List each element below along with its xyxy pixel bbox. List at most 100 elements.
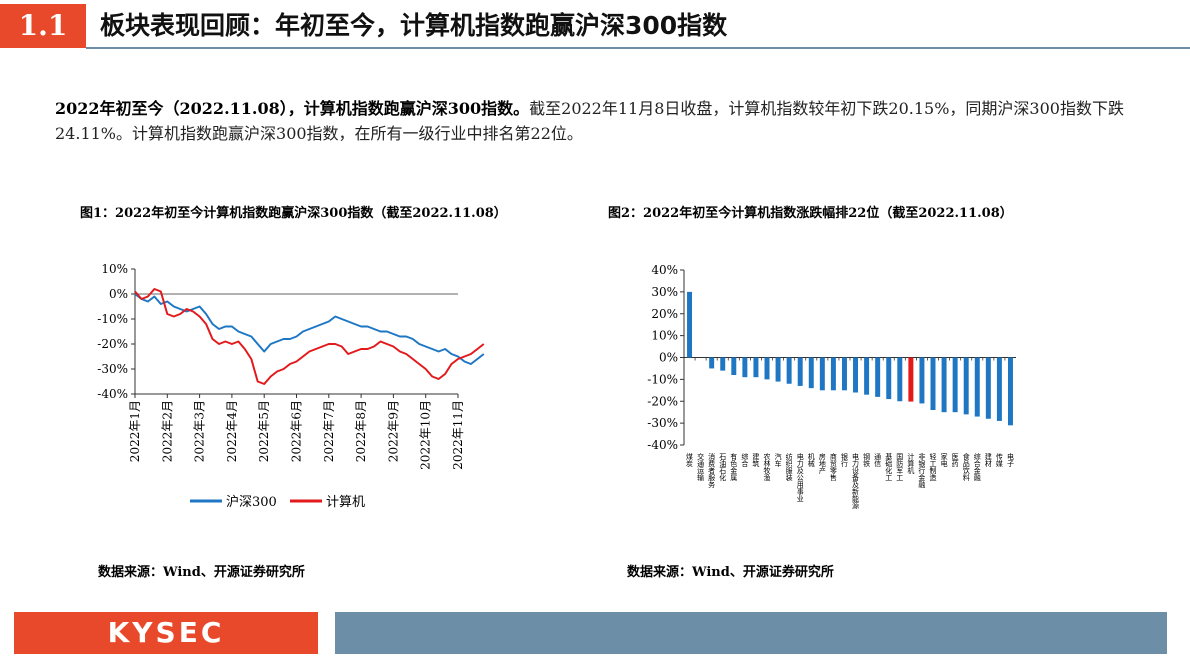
bar-综合金融	[974, 357, 980, 417]
bar-电力设备及新能源	[853, 357, 859, 393]
page-title: 板块表现回顾：年初至今，计算机指数跑赢沪深300指数	[100, 11, 728, 40]
y-tick-label: 0%	[659, 351, 678, 365]
bar-房地产	[819, 357, 825, 391]
category-label: 电力及公用事业	[796, 452, 804, 502]
category-label: 综合金融	[973, 452, 981, 482]
bar-钢铁	[864, 357, 870, 395]
x-tick-label: 2022年2月	[160, 400, 174, 462]
y-tick-label: -40%	[97, 387, 128, 401]
summary-paragraph: 2022年初至今（2022.11.08），计算机指数跑赢沪深300指数。截至20…	[55, 96, 1135, 146]
y-tick-label: -30%	[647, 416, 678, 430]
x-tick-label: 2022年6月	[290, 400, 304, 462]
bar-银行	[841, 357, 847, 391]
category-label: 消费者服务	[708, 452, 716, 489]
category-label: 传媒	[995, 452, 1003, 468]
category-label: 计算机	[907, 452, 915, 475]
legend-label: 沪深300	[226, 494, 277, 510]
y-tick-label: 10%	[651, 329, 678, 343]
line-chart: 10% 0% -10% -20% -30% -40%2022年1月 2022年2月 2022年…	[97, 262, 485, 510]
bar-电力及公用事业	[797, 357, 803, 386]
bar-通信	[875, 357, 881, 397]
legend-label: 计算机	[326, 495, 365, 510]
bar-计算机	[908, 357, 914, 402]
category-label: 综合	[741, 452, 749, 468]
category-label: 石油石化	[719, 453, 727, 482]
category-label: 国防军工	[896, 453, 904, 481]
bar-机械	[808, 357, 814, 389]
x-tick-label: 2022年4月	[225, 400, 239, 462]
figure2-title: 图2：2022年初至今计算机指数涨跌幅排22位（截至2022.11.08）	[608, 206, 1013, 221]
footer-bar	[335, 612, 1167, 654]
header-divider	[86, 47, 1190, 49]
category-label: 银行	[840, 452, 848, 468]
category-label: 交通运输	[697, 452, 705, 482]
category-label: 建筑	[752, 452, 760, 468]
category-label: 煤炭	[686, 452, 694, 468]
bar-综合	[742, 357, 748, 378]
category-label: 汽车	[774, 452, 782, 468]
bar-轻工制造	[930, 357, 936, 410]
category-label: 电力设备及新能源	[852, 452, 860, 510]
category-label: 通信	[874, 452, 882, 468]
category-label: 家电	[940, 452, 948, 467]
y-tick-label: 40%	[651, 263, 678, 277]
bar-有色金属	[731, 357, 737, 375]
x-tick-label: 2022年1月	[128, 400, 142, 462]
bar-传媒	[996, 357, 1002, 421]
category-label: 纺织服装	[785, 452, 793, 482]
category-label: 有色金属	[730, 452, 738, 482]
bar-chart: 40% 30% 20% 10% 0% -10% -20% -30% -40% 煤炭 交通运输 消费者服…	[647, 263, 1016, 510]
category-label: 基础化工	[885, 452, 893, 481]
bar-建筑	[753, 357, 759, 378]
figure2-source: 数据来源：Wind、开源证券研究所	[627, 565, 834, 580]
y-tick-label: 30%	[651, 285, 678, 299]
category-label: 医药	[951, 453, 959, 468]
category-label: 房地产	[818, 452, 826, 475]
x-tick-label: 2022年8月	[354, 400, 368, 462]
bar-非银行金融	[919, 357, 925, 404]
y-tick-label: -30%	[97, 362, 128, 376]
bar-商贸零售	[830, 357, 836, 391]
y-tick-label: -20%	[97, 337, 128, 351]
x-tick-label: 2022年3月	[193, 400, 207, 462]
section-number-badge: 1.1	[0, 4, 86, 48]
y-tick-label: 20%	[651, 307, 678, 321]
category-label: 钢铁	[863, 452, 871, 468]
category-label: 轻工制造	[929, 452, 937, 482]
bar-医药	[952, 357, 958, 413]
summary-body: 截至2022年11月8日收盘，计算机指数较年初下跌20.15%，同期沪深300指…	[55, 99, 1124, 143]
bar-汽车	[775, 357, 781, 382]
bar-纺织服装	[786, 357, 792, 384]
bar-国防军工	[897, 357, 903, 402]
x-tick-label: 2022年10月	[419, 400, 433, 470]
category-label: 食品饮料	[962, 452, 970, 482]
series-line-沪深300	[134, 293, 485, 365]
bar-消费者服务	[709, 357, 715, 369]
figure1-title: 图1：2022年初至今计算机指数跑赢沪深300指数（截至2022.11.08）	[80, 206, 507, 221]
y-tick-label: 0%	[109, 287, 128, 301]
y-tick-label: -40%	[647, 438, 678, 452]
y-tick-label: -10%	[647, 372, 678, 386]
y-tick-label: -10%	[97, 312, 128, 326]
category-label: 建材	[984, 452, 992, 467]
bar-石油石化	[720, 357, 726, 371]
x-tick-label: 2022年11月	[451, 400, 465, 470]
bar-食品饮料	[963, 357, 969, 415]
bar-基础化工	[886, 357, 892, 400]
bar-建材	[985, 357, 991, 419]
kysec-logo: KYSEC	[14, 612, 318, 654]
bar-家电	[941, 357, 947, 413]
y-tick-label: -20%	[647, 394, 678, 408]
series-line-计算机	[134, 288, 485, 385]
x-tick-label: 2022年5月	[257, 400, 271, 462]
bar-煤炭	[687, 291, 693, 358]
figure1-source: 数据来源：Wind、开源证券研究所	[98, 565, 305, 580]
bar-农林牧渔	[764, 357, 770, 380]
category-label: 商贸零售	[829, 452, 837, 482]
category-label: 电子	[1006, 452, 1014, 467]
x-tick-label: 2022年9月	[386, 400, 400, 462]
category-label: 非银行金融	[918, 452, 926, 489]
x-tick-label: 2022年7月	[322, 400, 336, 462]
category-label: 机械	[807, 452, 815, 468]
y-tick-label: 10%	[101, 262, 128, 276]
